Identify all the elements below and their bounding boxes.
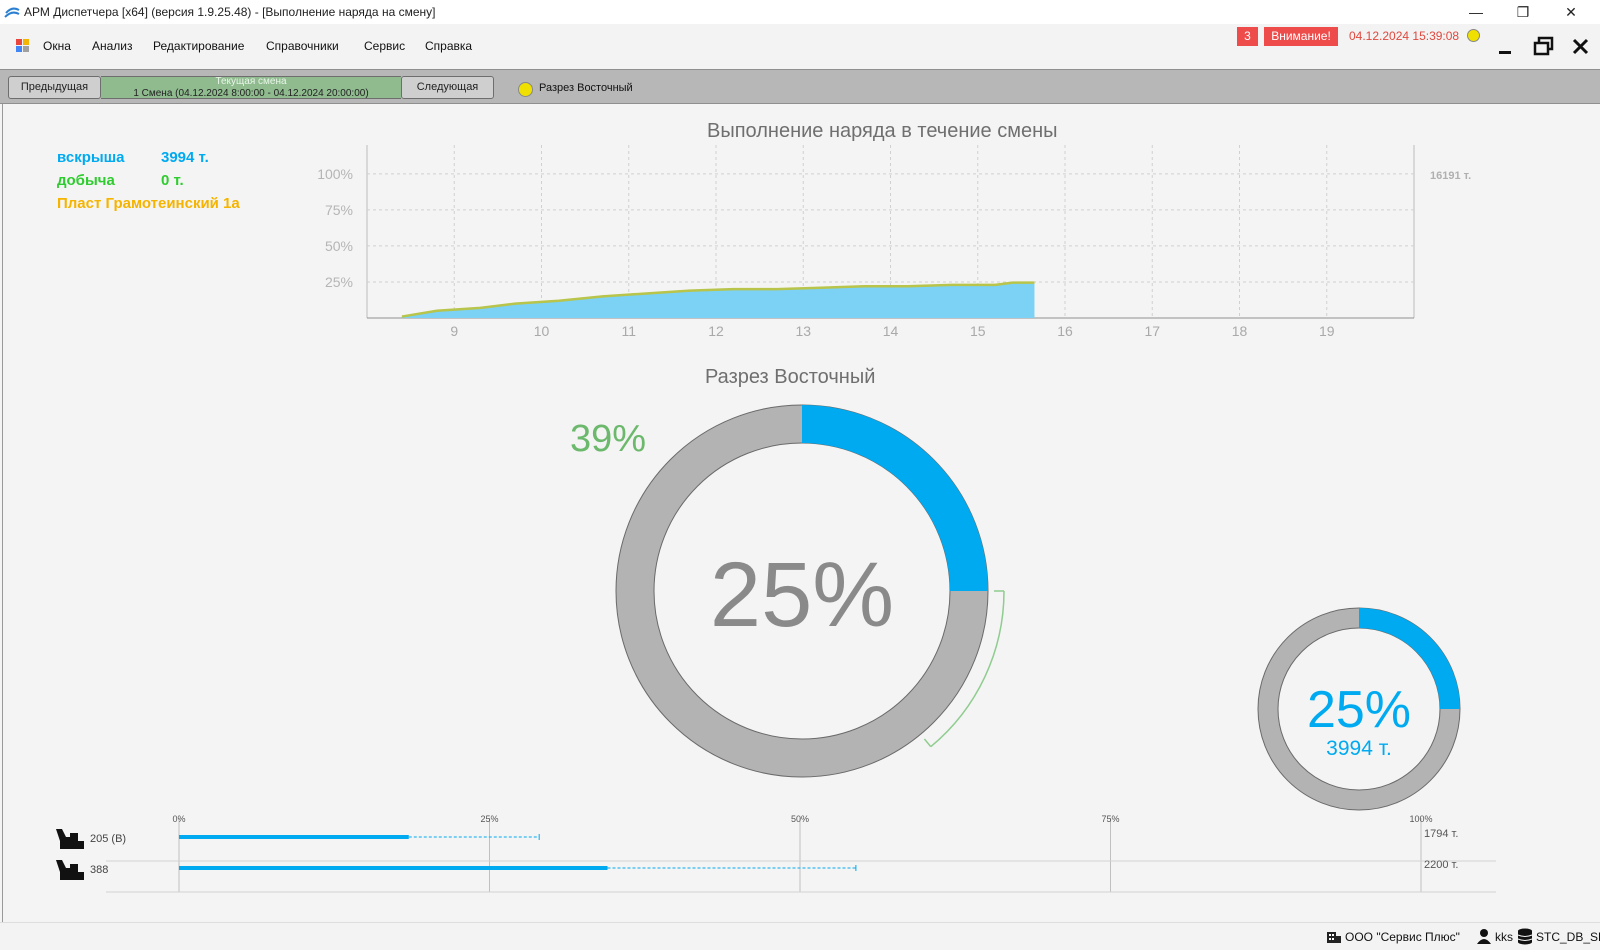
previous-shift-button[interactable]: Предыдущая (8, 76, 101, 99)
x-tick-label: 18 (1232, 323, 1248, 339)
current-datetime: 04.12.2024 15:39:08 (1349, 29, 1460, 43)
scale-tick-label: 0% (172, 815, 185, 824)
status-bar: ООО "Сервис Плюс" kks STC_DB_SP (0, 922, 1600, 950)
expected-progress-arc (930, 590, 1005, 748)
alert-count-badge[interactable]: 3 (1237, 27, 1258, 46)
mdi-close-icon[interactable] (1571, 37, 1591, 57)
scale-tick-label: 100% (1409, 815, 1432, 824)
next-shift-button[interactable]: Следующая (401, 76, 494, 99)
actual-bar (179, 835, 409, 839)
production-label: добыча (57, 172, 115, 189)
database-name: STC_DB_SP (1536, 930, 1600, 944)
x-tick-label: 10 (534, 323, 550, 339)
windows-menu-icon[interactable] (16, 39, 30, 53)
current-shift-period: 1 Смена (04.12.2024 8:00:00 - 04.12.2024… (133, 88, 369, 99)
x-tick-label: 15 (970, 323, 986, 339)
app-logo-icon (4, 7, 20, 18)
expected-percent-label: 39% (570, 418, 647, 460)
menu-item-editing[interactable]: Редактирование (153, 39, 245, 53)
y-tick-label: 50% (325, 238, 353, 254)
company-name: ООО "Сервис Плюс" (1345, 930, 1460, 944)
mine-name: Разрез Восточный (539, 82, 633, 94)
alert-button[interactable]: Внимание! (1264, 27, 1338, 46)
small-gauge (1257, 607, 1461, 811)
equipment-progress: 0% 25% 50% 75% 100% 205 (В) 1794 т. 388 2200 т. (56, 815, 1496, 893)
seam-label: Пласт Грамотеинский 1а (57, 195, 240, 212)
y-tick-label: 25% (325, 274, 353, 290)
excavator-icon (56, 829, 84, 849)
title-bar: АРМ Диспетчера [x64] (версия 1.9.25.48) … (0, 0, 1600, 24)
user-name: kks (1495, 930, 1513, 944)
y-tick-label: 100% (317, 166, 353, 182)
plan-total-label: 16191 т. (1430, 170, 1471, 182)
excavator-track (60, 846, 84, 849)
x-tick-label: 9 (450, 323, 458, 339)
user-icon (1477, 929, 1491, 944)
current-shift-box: Текущая смена 1 Смена (04.12.2024 8:00:0… (101, 76, 401, 99)
small-gauge-tonnage: 3994 т. (1326, 737, 1392, 760)
main-gauge (615, 404, 1005, 778)
expected-arc-cap-end (923, 738, 932, 748)
shift-progress-chart: 9 10 11 12 13 14 15 16 17 18 19 100% 75% 50% 25% 16191 … (317, 145, 1471, 339)
mdi-minimize-icon[interactable] (1496, 38, 1516, 58)
menu-item-service[interactable]: Сервис (364, 39, 406, 53)
window-minimize-button[interactable]: — (1469, 4, 1483, 20)
connection-status-icon (1467, 29, 1480, 42)
excavator-track (60, 877, 84, 880)
current-shift-title: Текущая смена (215, 76, 287, 87)
x-tick-label: 14 (883, 323, 899, 339)
gauge-progress-arc (802, 405, 988, 591)
plan-tonnage-label: 1794 т. (1424, 828, 1458, 840)
x-tick-label: 11 (621, 323, 636, 339)
mdi-restore-icon[interactable] (1533, 36, 1555, 58)
series-line (401, 281, 1035, 318)
excavator-icon (56, 860, 84, 880)
scale-tick-label: 25% (480, 815, 498, 824)
window-restore-button[interactable]: ❐ (1516, 4, 1530, 20)
menu-item-references[interactable]: Справочники (266, 39, 339, 53)
small-gauge-percent: 25% (1306, 681, 1412, 739)
x-tick-label: 13 (795, 323, 811, 339)
actual-bar (179, 866, 608, 870)
y-tick-label: 75% (325, 202, 353, 218)
scale-tick-label: 75% (1101, 815, 1119, 824)
company-icon (1327, 932, 1341, 943)
menu-item-windows[interactable]: Окна (43, 39, 71, 53)
overburden-label: вскрыша (57, 149, 125, 166)
production-value: 0 т. (161, 172, 184, 189)
chart-title: Выполнение наряда в течение смены (707, 120, 1058, 142)
x-tick-label: 17 (1144, 323, 1160, 339)
equipment-name: 205 (В) (90, 833, 126, 845)
plan-tonnage-label: 2200 т. (1424, 859, 1458, 871)
gauge-title: Разрез Восточный (705, 366, 876, 388)
window-title: АРМ Диспетчера [x64] (версия 1.9.25.48) … (24, 5, 436, 19)
scale-tick-label: 50% (791, 815, 809, 824)
main-content (2, 104, 1598, 922)
menu-item-help[interactable]: Справка (425, 39, 473, 53)
series-area (401, 282, 1035, 318)
menu-item-analysis[interactable]: Анализ (92, 39, 133, 53)
excavator-body (56, 860, 84, 877)
database-icon (1517, 928, 1533, 945)
x-tick-label: 19 (1319, 323, 1335, 339)
x-tick-label: 16 (1057, 323, 1073, 339)
excavator-body (56, 829, 84, 846)
small-gauge-progress-arc (1359, 608, 1460, 709)
main-gauge-percent: 25% (709, 544, 895, 646)
mine-status-icon (518, 82, 533, 97)
equipment-name: 388 (90, 864, 108, 876)
overburden-value: 3994 т. (161, 149, 209, 166)
x-tick-label: 12 (708, 323, 724, 339)
window-close-button[interactable]: ✕ (1565, 4, 1577, 20)
